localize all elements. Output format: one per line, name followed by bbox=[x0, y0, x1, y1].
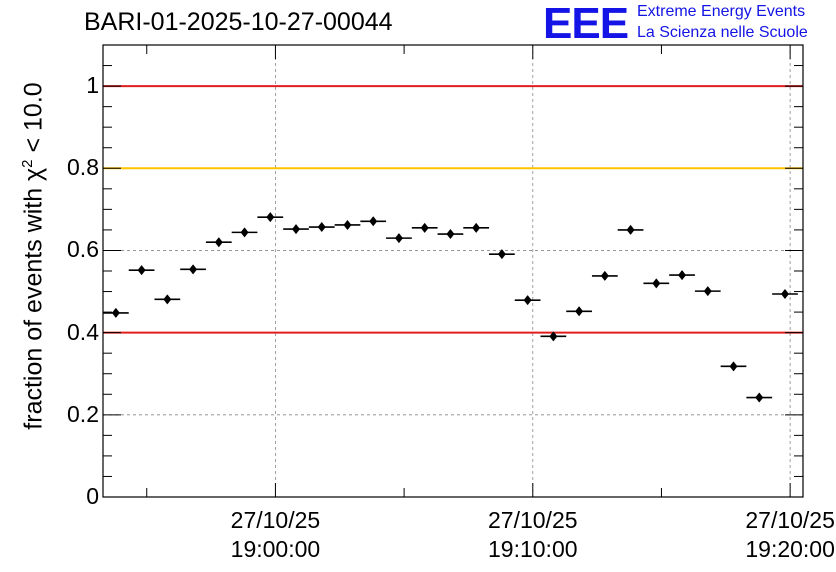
x-tick-label: 27/10/25 19:00:00 bbox=[195, 506, 355, 564]
point-marker bbox=[523, 295, 532, 306]
data-point bbox=[489, 249, 515, 260]
data-point bbox=[772, 289, 798, 300]
data-point bbox=[103, 307, 129, 318]
data-point bbox=[205, 237, 232, 248]
x-tick-label: 27/10/25 19:10:00 bbox=[453, 506, 613, 564]
point-marker bbox=[240, 227, 249, 238]
data-point bbox=[566, 306, 592, 317]
point-marker bbox=[729, 361, 738, 372]
axis-ticks bbox=[103, 45, 803, 498]
point-marker bbox=[780, 289, 789, 300]
data-point bbox=[386, 233, 412, 244]
x-tick-time: 19:10:00 bbox=[488, 536, 578, 562]
y-tick-label: 0.8 bbox=[67, 154, 99, 181]
point-marker bbox=[472, 222, 481, 233]
data-point bbox=[128, 265, 155, 276]
y-tick-label: 0.2 bbox=[67, 400, 99, 427]
data-point bbox=[360, 216, 387, 227]
data-point bbox=[694, 286, 721, 297]
data-point bbox=[334, 219, 361, 230]
y-tick-label: 1 bbox=[86, 72, 99, 99]
x-tick-time: 19:20:00 bbox=[745, 536, 835, 562]
point-marker bbox=[446, 229, 455, 240]
point-marker bbox=[394, 233, 403, 244]
y-tick-label: 0.4 bbox=[67, 318, 99, 345]
chart-title: BARI-01-2025-10-27-00044 bbox=[84, 8, 393, 36]
y-tick-label: 0 bbox=[86, 483, 99, 509]
point-marker bbox=[163, 294, 172, 305]
point-marker bbox=[600, 270, 609, 281]
data-points bbox=[103, 212, 798, 403]
point-marker bbox=[755, 392, 764, 403]
data-point bbox=[411, 222, 438, 233]
point-marker bbox=[369, 216, 378, 227]
y-tick-label: 0.6 bbox=[67, 236, 99, 263]
data-point bbox=[514, 295, 541, 306]
data-point bbox=[540, 331, 567, 342]
data-point bbox=[231, 227, 258, 238]
data-point bbox=[643, 278, 670, 289]
data-point bbox=[154, 294, 181, 305]
point-marker bbox=[549, 331, 558, 342]
data-point bbox=[283, 224, 309, 235]
x-tick-time: 19:00:00 bbox=[230, 536, 321, 562]
point-marker bbox=[575, 306, 584, 317]
point-marker bbox=[111, 307, 120, 318]
point-marker bbox=[678, 270, 687, 281]
plot-frame bbox=[102, 44, 804, 498]
x-tick-label: 27/10/25 19:20:00 bbox=[710, 506, 836, 564]
reference-lines bbox=[103, 85, 803, 334]
x-tick-date: 27/10/25 bbox=[230, 507, 321, 533]
grid-lines bbox=[103, 45, 803, 497]
data-point bbox=[720, 361, 747, 372]
data-point bbox=[617, 224, 644, 235]
x-tick-date: 27/10/25 bbox=[488, 507, 578, 533]
data-point bbox=[257, 212, 284, 223]
data-point bbox=[437, 229, 464, 240]
point-marker bbox=[189, 264, 198, 275]
data-point bbox=[591, 270, 618, 281]
point-marker bbox=[420, 222, 429, 233]
eee-logo: EEE bbox=[543, 0, 629, 48]
point-marker bbox=[137, 265, 146, 276]
point-marker bbox=[317, 222, 326, 233]
point-marker bbox=[292, 224, 301, 235]
point-marker bbox=[497, 249, 506, 260]
logo-line-2: La Scienza nelle Scuole bbox=[637, 24, 808, 41]
data-point bbox=[746, 392, 773, 403]
data-point bbox=[669, 270, 695, 281]
point-marker bbox=[266, 212, 275, 223]
point-marker bbox=[626, 224, 635, 235]
data-point bbox=[463, 222, 490, 233]
point-marker bbox=[214, 237, 223, 248]
logo-line-1: Extreme Energy Events bbox=[637, 3, 806, 20]
point-marker bbox=[652, 278, 661, 289]
point-marker bbox=[703, 286, 712, 297]
point-marker bbox=[343, 219, 352, 230]
x-tick-date: 27/10/25 bbox=[745, 507, 835, 533]
data-point bbox=[180, 264, 206, 275]
data-point bbox=[308, 222, 335, 233]
